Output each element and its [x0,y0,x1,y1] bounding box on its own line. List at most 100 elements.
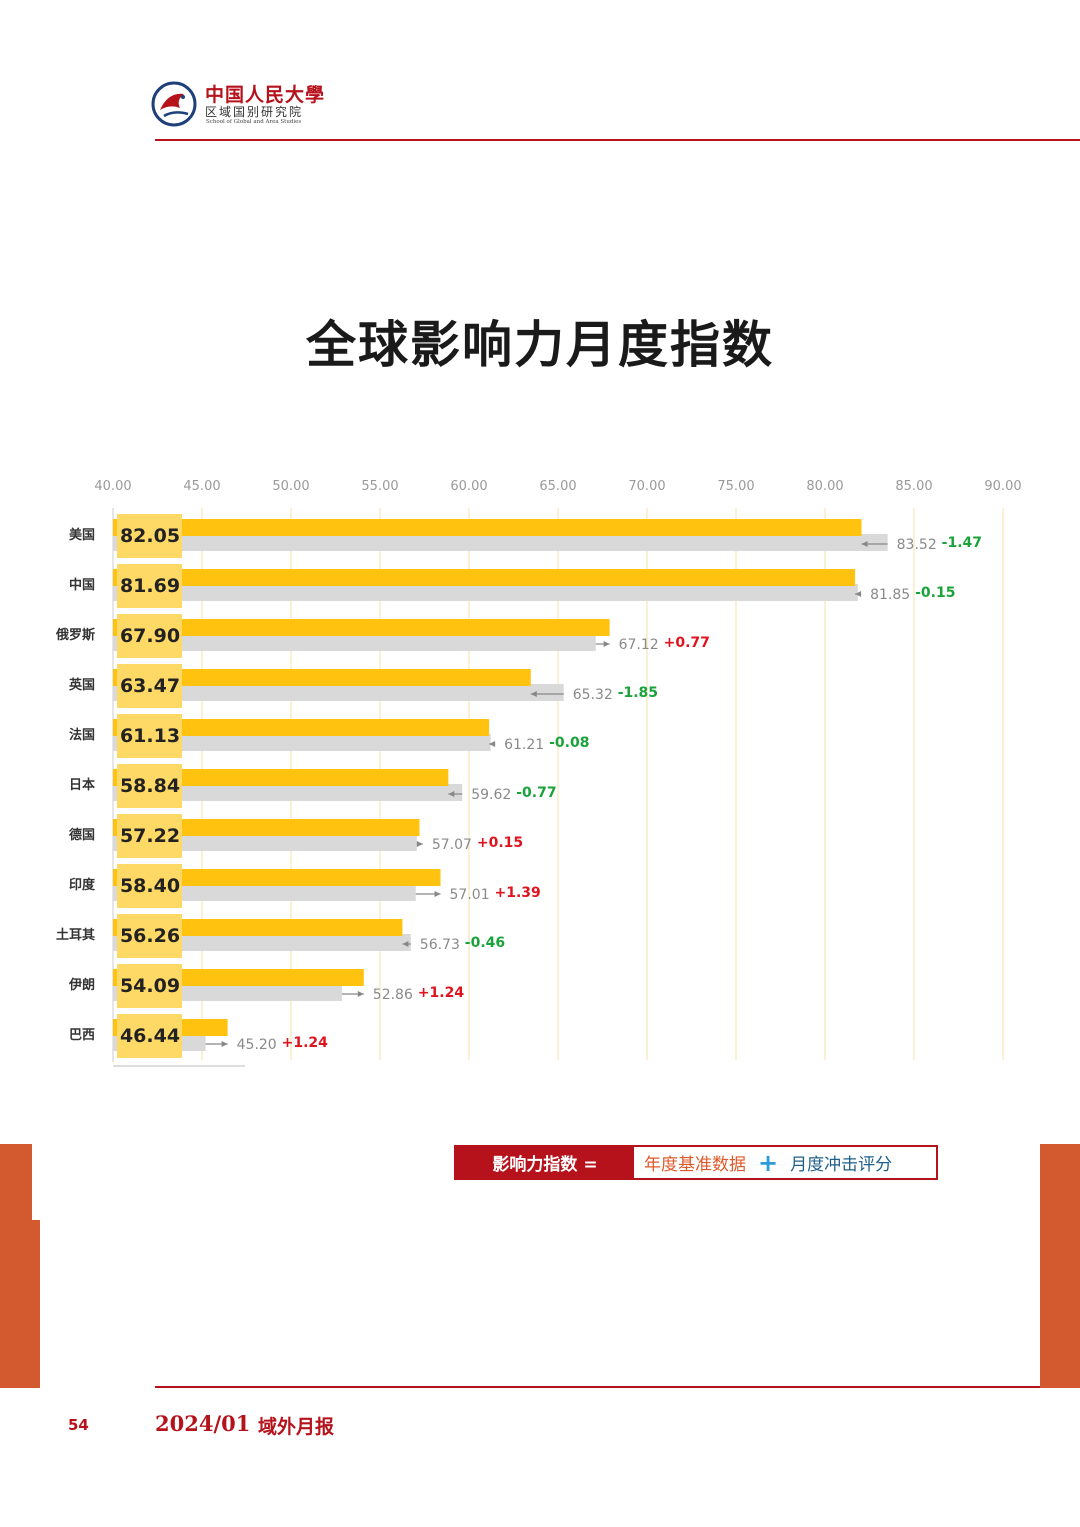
previous-value-label: 57.07 [432,837,472,853]
page-number: 54 [68,1416,89,1434]
chart-row: 法国 61.13 61.21 -0.08 [69,714,589,758]
previous-value-label: 61.21 [504,737,544,753]
x-tick-label: 80.00 [806,479,843,494]
current-bar [113,769,449,786]
category-label: 法国 [69,727,95,743]
chart-row: 日本 58.84 59.62 -0.77 [69,764,557,808]
logo-institute-name: 区域国别研究院 [205,105,304,119]
current-value-label: 81.69 [120,575,180,597]
legend-label: 影响力指数 = [456,1147,634,1178]
x-tick-label: 40.00 [94,479,131,494]
x-tick-label: 85.00 [895,479,932,494]
value-box [117,814,182,858]
right-side-block [1040,1144,1080,1388]
university-emblem-icon [151,81,197,127]
change-arrow-icon [357,991,364,997]
chart-row: 巴西 46.44 45.20 +1.24 [69,1014,328,1058]
change-arrow-icon [221,1041,228,1047]
previous-bar [113,684,564,701]
change-value-label: +1.39 [495,885,541,901]
change-value-label: -1.85 [618,685,658,701]
category-label: 日本 [69,777,95,793]
x-tick-label: 45.00 [183,479,220,494]
change-arrow-icon [855,591,862,597]
value-box [117,664,182,708]
current-value-label: 61.13 [120,725,180,747]
plus-icon: + [758,1148,779,1177]
current-bar [113,569,856,586]
category-label: 巴西 [69,1028,95,1043]
change-arrow-icon [416,841,423,847]
value-box [117,514,182,558]
chart-row: 美国 82.05 83.52 -1.47 [69,514,982,558]
current-value-label: 63.47 [120,675,180,697]
current-value-label: 57.22 [120,825,180,847]
current-value-label: 46.44 [120,1025,180,1047]
category-label: 英国 [68,677,95,693]
value-box [117,914,182,958]
logo-chinese-name: 中国人民大學 [205,84,326,106]
chart-row: 德国 57.22 57.07 +0.15 [69,814,523,858]
category-label: 德国 [69,827,95,843]
previous-value-label: 81.85 [870,587,910,603]
previous-bar [113,884,416,901]
change-value-label: +0.77 [664,635,710,651]
value-box [117,564,182,608]
previous-bar [113,634,596,651]
change-value-label: -0.15 [915,585,955,601]
current-value-label: 82.05 [120,525,180,547]
x-tick-label: 90.00 [984,479,1021,494]
value-box [117,714,182,758]
chart-row: 中国 81.69 81.85 -0.15 [69,564,955,608]
value-box [117,964,182,1008]
change-arrow-icon [530,691,537,697]
left-side-notch [32,1144,40,1220]
issue-date: 2024/01 [155,1411,251,1436]
value-box [117,864,182,908]
current-bar [113,819,420,836]
current-bar [113,619,610,636]
footer-divider [155,1386,1040,1388]
previous-bar [113,734,491,751]
x-tick-label: 50.00 [272,479,309,494]
previous-bar [113,934,411,951]
x-tick-label: 65.00 [539,479,576,494]
x-tick-label: 70.00 [628,479,665,494]
change-value-label: -1.47 [942,535,982,551]
chart-row: 英国 63.47 65.32 -1.85 [68,664,658,708]
previous-value-label: 59.62 [471,787,511,803]
previous-bar [113,784,463,801]
change-value-label: -0.46 [465,935,505,951]
category-label: 俄罗斯 [55,627,95,643]
previous-bar [113,534,888,551]
category-label: 中国 [69,577,95,593]
current-bar [113,719,490,736]
current-value-label: 56.26 [120,925,180,947]
legend-monthly-score: 月度冲击评分 [790,1155,893,1175]
previous-value-label: 45.20 [237,1037,277,1053]
formula-legend: 影响力指数 = 年度基准数据 + 月度冲击评分 [454,1145,938,1180]
change-value-label: +1.24 [282,1035,329,1051]
category-label: 伊朗 [68,977,95,993]
change-arrow-icon [603,641,610,647]
chart-row: 印度 58.40 57.01 +1.39 [69,864,541,908]
change-arrow-icon [402,941,409,947]
change-arrow-icon [861,541,868,547]
current-value-label: 58.40 [120,875,180,897]
current-bar [113,919,403,936]
current-value-label: 67.90 [120,625,180,647]
publication-name: 域外月报 [258,1416,335,1438]
change-arrow-icon [489,741,496,747]
category-label: 美国 [69,527,95,543]
category-label: 印度 [69,877,96,893]
current-bar [113,519,862,536]
change-value-label: -0.08 [549,735,589,751]
current-value-label: 58.84 [120,775,180,797]
change-arrow-icon [434,891,441,897]
chart-row: 伊朗 54.09 52.86 +1.24 [68,964,464,1008]
previous-value-label: 65.32 [573,687,613,703]
previous-value-label: 83.52 [897,537,937,553]
x-tick-label: 75.00 [717,479,754,494]
change-value-label: -0.77 [516,785,556,801]
current-value-label: 54.09 [120,975,180,997]
